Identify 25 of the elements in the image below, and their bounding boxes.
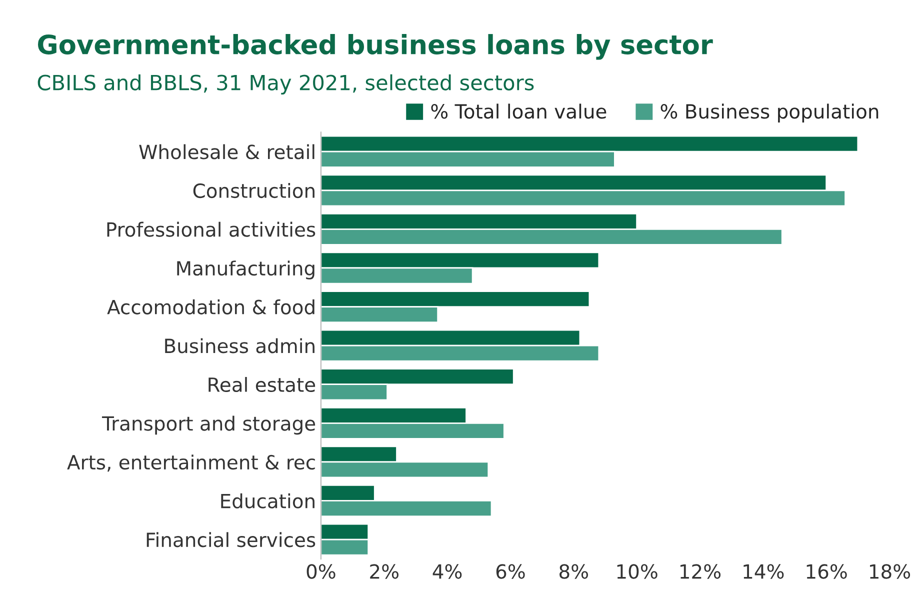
x-tick-label: 8% (560, 564, 588, 579)
x-tick-label: 4% (432, 564, 462, 579)
legend-label: % Total loan value (431, 104, 606, 119)
y-tick-label: Arts, entertainment & rec (67, 454, 315, 472)
y-tick-label: Transport and storage (102, 416, 316, 435)
chart-subtitle: CBILS and BBLS, 31 May 2021, selected sectors (38, 74, 534, 94)
y-tick-label: Professional activities (107, 222, 316, 237)
y-tick-label: Real estate (208, 376, 316, 392)
y-tick-label: Financial services (146, 532, 316, 548)
y-tick-label: Wholesale & retail (139, 144, 314, 160)
y-tick-label: Manufacturing (177, 260, 314, 280)
x-tick-label: 18% (870, 564, 910, 579)
x-tick-label: 14% (744, 564, 784, 579)
x-tick-label: 12% (680, 564, 721, 579)
y-tick-label: Construction (193, 183, 314, 198)
x-tick-label: 2% (370, 564, 398, 579)
y-tick-label: Education (221, 493, 314, 508)
y-tick-label: Business admin (165, 338, 314, 354)
x-tick-label: 6% (496, 564, 525, 579)
x-tick-label: 16% (806, 564, 847, 579)
x-tick-label: 10% (617, 564, 658, 579)
x-tick-label: 0% (306, 564, 336, 579)
chart-title: Government-backed business loans by sector (38, 34, 713, 60)
legend-label: % Business population (660, 104, 878, 122)
y-tick-label: Accomodation & food (107, 299, 314, 314)
